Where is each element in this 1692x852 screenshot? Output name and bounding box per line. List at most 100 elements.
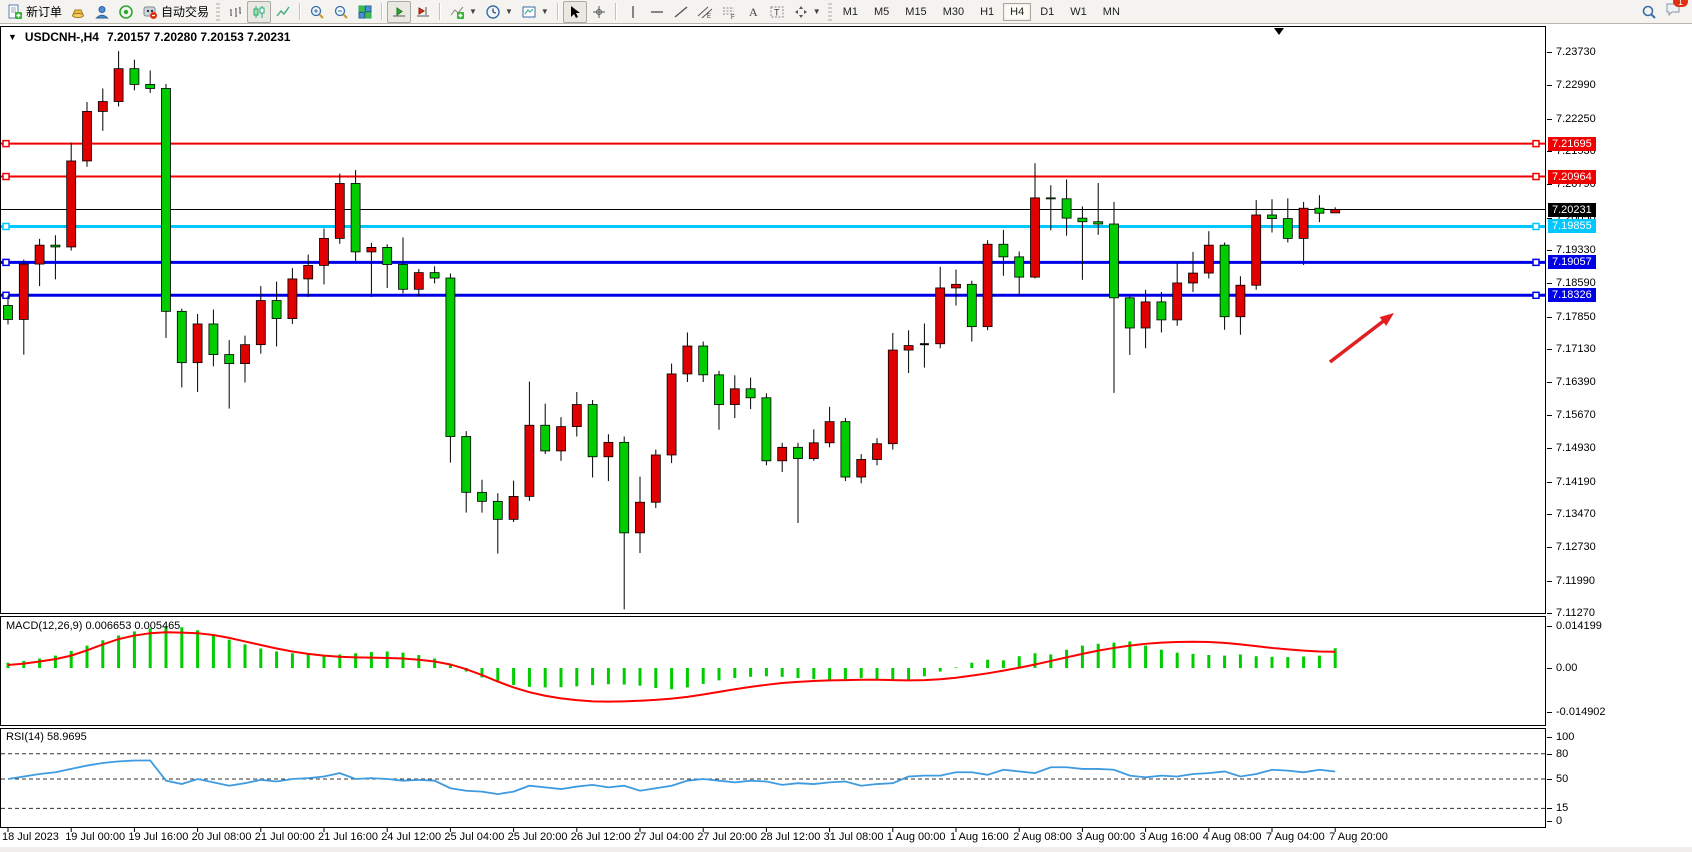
macd-tick-label: 0.014199: [1556, 620, 1602, 633]
toolbar-separator: [299, 3, 302, 20]
level-handle[interactable]: [2, 222, 10, 231]
candle-body: [1077, 217, 1088, 223]
level-handle[interactable]: [2, 139, 10, 148]
chart-shift-button[interactable]: [411, 1, 435, 23]
text-tool-button[interactable]: A: [741, 1, 765, 23]
trend-arrow-line[interactable]: [1328, 314, 1392, 364]
timeframe-button-w1[interactable]: W1: [1070, 5, 1087, 18]
level-handle[interactable]: [1532, 222, 1540, 231]
trendline-tool-button[interactable]: [669, 1, 693, 23]
rsi-tick-label: 100: [1556, 731, 1575, 743]
signals-button[interactable]: [114, 1, 138, 23]
indicators-dropdown-caret[interactable]: ▼: [469, 7, 477, 16]
candle-body: [445, 277, 456, 437]
bar-chart-button[interactable]: [223, 1, 247, 23]
price-tick-label: 7.22990: [1556, 79, 1596, 92]
level-handle[interactable]: [1532, 139, 1540, 148]
candle-body: [1330, 209, 1341, 214]
fibonacci-tool-button[interactable]: F: [717, 1, 741, 23]
chart-canvas[interactable]: [0, 25, 1547, 852]
level-handle[interactable]: [1532, 291, 1540, 300]
line-chart-button[interactable]: [271, 1, 295, 23]
candle-body: [1314, 207, 1325, 214]
candle-body: [556, 426, 566, 452]
channel-tool-button[interactable]: E: [693, 1, 717, 23]
price-tick-label: 7.16390: [1556, 376, 1596, 389]
chart-header: ▼ USDCNH-,H4 7.20157 7.20280 7.20153 7.2…: [8, 30, 290, 44]
trend-arrow-head[interactable]: [1379, 313, 1394, 326]
candle-body: [982, 243, 993, 328]
rsi-tick-dash: [1547, 753, 1552, 755]
chart-menu-triangle-icon[interactable]: ▼: [8, 32, 17, 42]
candle-body: [682, 345, 693, 375]
zoom-in-button[interactable]: [305, 1, 329, 23]
crosshair-tool-button[interactable]: [587, 1, 611, 23]
timeframe-button-h1[interactable]: H1: [980, 5, 995, 18]
community-button[interactable]: [90, 1, 114, 23]
search-icon[interactable]: [1641, 4, 1657, 20]
arrows-tool-button[interactable]: ▼: [789, 1, 825, 23]
time-label: 7 Aug 04:00: [1266, 831, 1325, 843]
time-label: 21 Jul 16:00: [318, 831, 378, 843]
candle-body: [856, 459, 867, 478]
macd-signal-line: [7, 631, 1336, 703]
timeframe-button-h4[interactable]: H4: [1003, 2, 1032, 21]
timeframe-button-m15[interactable]: M15: [905, 5, 927, 18]
horizontal-line-tool-button[interactable]: [645, 1, 669, 23]
time-label: 25 Jul 20:00: [507, 831, 568, 843]
auto-trading-button[interactable]: 自动交易: [138, 1, 213, 23]
vertical-line-tool-button[interactable]: [621, 1, 645, 23]
candlestick-chart-button[interactable]: [247, 0, 272, 23]
indicators-button[interactable]: ▼: [445, 1, 481, 23]
current-price-badge: 7.20231: [1548, 202, 1596, 217]
candle-body: [1014, 256, 1025, 278]
signals-icon: [119, 4, 133, 19]
gold-ingot-icon: [72, 9, 85, 18]
level-handle[interactable]: [2, 291, 10, 300]
timeframe-button-m1[interactable]: M1: [842, 5, 858, 18]
deposit-button[interactable]: [66, 1, 90, 23]
zoom-out-button[interactable]: [329, 1, 353, 23]
window-bottom-strip: [0, 847, 1692, 852]
candle-body: [161, 88, 171, 312]
indicators-icon: [450, 6, 465, 19]
auto-trading-icon: [143, 6, 158, 19]
candle-body: [1298, 207, 1309, 239]
timeframe-button-m30[interactable]: M30: [942, 5, 965, 18]
new-order-button[interactable]: 新订单: [3, 1, 66, 23]
periods-button[interactable]: ▼: [481, 1, 517, 23]
price-axis[interactable]: 7.23730 7.22990 7.22250 7.21530 7.20790 7.200…: [1547, 25, 1692, 852]
timeframe-button-m5[interactable]: M5: [874, 5, 890, 18]
zoom-out-icon: [334, 5, 348, 19]
panel-border-1: [0, 616, 1546, 726]
candle-body: [1140, 301, 1151, 329]
text-label-tool-button[interactable]: T: [765, 1, 789, 23]
price-tick-dash: [1547, 448, 1552, 450]
time-label: 18 Jul 2023: [2, 831, 59, 843]
auto-scroll-button[interactable]: [387, 0, 412, 23]
notifications-button[interactable]: 1: [1665, 0, 1688, 22]
fibonacci-icon: F: [722, 7, 735, 20]
price-tick-dash: [1547, 151, 1552, 153]
candle-body: [113, 68, 124, 102]
candle-body: [508, 495, 519, 520]
timeframe-button-d1[interactable]: D1: [1040, 5, 1055, 18]
auto-trading-label: 自动交易: [161, 5, 210, 19]
level-handle[interactable]: [2, 258, 10, 267]
timeframe-button-mn[interactable]: MN: [1102, 5, 1120, 18]
periods-dropdown-caret[interactable]: ▼: [504, 7, 513, 16]
cursor-arrow-icon: [570, 5, 580, 18]
arrows-dropdown-caret[interactable]: ▼: [812, 7, 821, 16]
toolbar-right-group: 1: [1641, 0, 1688, 22]
arrow-shapes-icon: [794, 5, 807, 18]
candle-body: [319, 237, 329, 266]
templates-dropdown-caret[interactable]: ▼: [540, 7, 549, 16]
cursor-tool-button[interactable]: [562, 0, 587, 23]
templates-button[interactable]: ▼: [517, 1, 553, 23]
tile-windows-button[interactable]: [353, 1, 377, 23]
level-handle[interactable]: [1532, 172, 1540, 181]
price-tick-dash: [1547, 283, 1552, 285]
time-label: 2 Aug 08:00: [1013, 831, 1072, 843]
level-handle[interactable]: [1532, 258, 1540, 267]
level-handle[interactable]: [2, 172, 10, 181]
